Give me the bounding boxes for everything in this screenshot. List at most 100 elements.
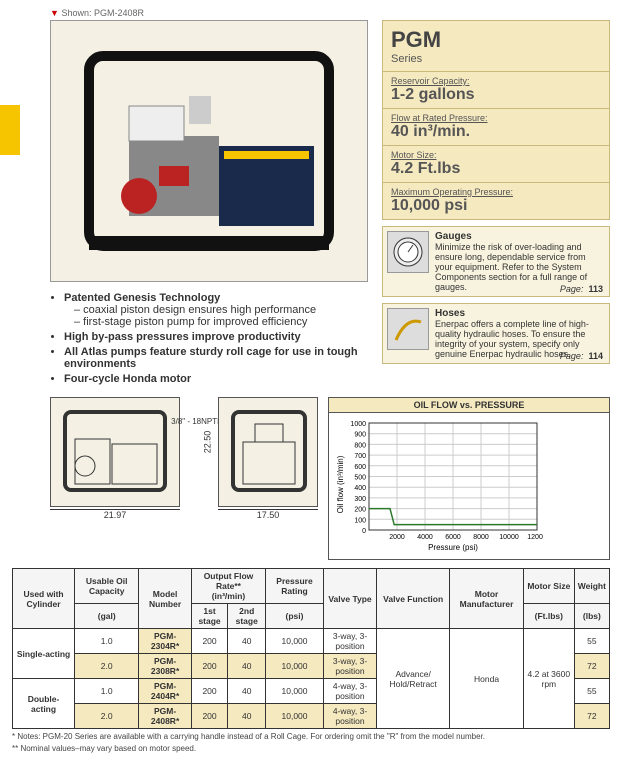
svg-text:4000: 4000: [417, 534, 433, 541]
cell-oil: 1.0: [75, 629, 139, 654]
cell-s1: 200: [191, 704, 227, 729]
cell-valve: 4-way, 3-position: [323, 679, 376, 704]
spec-box: Reservoir Capacity:1-2 gallons: [382, 72, 610, 109]
dim-front-icon: [57, 404, 175, 502]
th-motor-mfr: Motor Manufacturer: [450, 569, 524, 629]
th-weight: Weight: [574, 569, 609, 604]
cell-valve: 3-way, 3-position: [323, 629, 376, 654]
series-title: PGM: [391, 27, 601, 53]
th-motor-size: Motor Size: [523, 569, 574, 604]
pump-illustration: [69, 36, 349, 266]
svg-text:800: 800: [354, 442, 366, 449]
th-used: Used with Cylinder: [13, 569, 75, 629]
info-box: HosesEnerpac offers a complete line of h…: [382, 303, 610, 364]
cell-pressure: 10,000: [266, 629, 324, 654]
cell-valve: 3-way, 3-position: [323, 654, 376, 679]
svg-text:12000: 12000: [527, 534, 543, 541]
th-flow: Output Flow Rate**(in³/min): [191, 569, 265, 604]
th-stage1: 1st stage: [191, 604, 227, 629]
info-title: Gauges: [435, 231, 605, 242]
chart-title: OIL FLOW vs. PRESSURE: [328, 397, 610, 413]
cell-motor-mfr: Honda: [450, 629, 524, 729]
spec-value: 10,000 psi: [391, 197, 601, 215]
cell-s2: 40: [228, 629, 266, 654]
cell-used: Single-acting: [13, 629, 75, 679]
cell-s1: 200: [191, 679, 227, 704]
spec-label: Motor Size:: [391, 150, 601, 160]
spec-table: Used with Cylinder Usable Oil Capacity M…: [12, 568, 610, 729]
bullet-item: Four-cycle Honda motor: [64, 373, 372, 385]
th-valve: Valve Type: [323, 569, 376, 629]
bullet-item: Patented Genesis Technology – coaxial pi…: [64, 292, 372, 328]
th-oil-unit: (gal): [75, 604, 139, 629]
cell-pressure: 10,000: [266, 679, 324, 704]
svg-text:200: 200: [354, 507, 366, 514]
th-weight-unit: (lbs): [574, 604, 609, 629]
cell-motor-size: 4.2 at 3600 rpm: [523, 629, 574, 729]
spec-box: Maximum Operating Pressure:10,000 psi: [382, 183, 610, 220]
spec-value: 1-2 gallons: [391, 86, 601, 104]
info-box: GaugesMinimize the risk of over-loading …: [382, 226, 610, 297]
info-thumb: [387, 231, 429, 273]
dim-width-2: 17.50: [218, 509, 318, 520]
caption-text: Shown: PGM-2408R: [61, 8, 144, 18]
th-oil: Usable Oil Capacity: [75, 569, 139, 604]
gauge-icon: [391, 235, 425, 269]
cell-s1: 200: [191, 654, 227, 679]
cell-pressure: 10,000: [266, 654, 324, 679]
bullet-item: All Atlas pumps feature sturdy roll cage…: [64, 346, 372, 370]
svg-text:700: 700: [354, 453, 366, 460]
svg-text:900: 900: [354, 432, 366, 439]
th-pressure: Pressure Rating: [266, 569, 324, 604]
table-row: Single-acting1.0PGM-2304R*2004010,0003-w…: [13, 629, 610, 654]
cell-used: Double-acting: [13, 679, 75, 729]
svg-text:8000: 8000: [473, 534, 489, 541]
side-tab: [0, 105, 20, 155]
dim-height: 22.50: [202, 431, 212, 454]
cell-weight: 72: [574, 654, 609, 679]
svg-text:10000: 10000: [499, 534, 519, 541]
cell-model: PGM-2308R*: [139, 654, 191, 679]
bullet-item: High by-pass pressures improve productiv…: [64, 331, 372, 343]
cell-s2: 40: [228, 679, 266, 704]
svg-text:0: 0: [362, 528, 366, 535]
cell-model: PGM-2304R*: [139, 629, 191, 654]
th-stage2: 2nd stage: [228, 604, 266, 629]
product-photo: [50, 20, 368, 282]
page-ref: Page: 114: [560, 351, 603, 361]
bullet-sub: – coaxial piston design ensures high per…: [74, 304, 372, 316]
cell-weight: 72: [574, 704, 609, 729]
footnote: ** Nominal values–may vary based on moto…: [12, 744, 610, 753]
svg-text:600: 600: [354, 464, 366, 471]
spec-box: Motor Size:4.2 Ft.lbs: [382, 146, 610, 183]
feature-bullets: Patented Genesis Technology – coaxial pi…: [50, 292, 372, 385]
cell-s2: 40: [228, 654, 266, 679]
spec-value: 4.2 Ft.lbs: [391, 160, 601, 178]
dim-side-icon: [225, 404, 313, 502]
series-sub: Series: [391, 53, 601, 65]
cell-model: PGM-2404R*: [139, 679, 191, 704]
spec-label: Maximum Operating Pressure:: [391, 187, 601, 197]
svg-text:1000: 1000: [350, 421, 366, 428]
svg-text:100: 100: [354, 517, 366, 524]
dim-width-1: 21.97: [50, 509, 180, 520]
photo-caption: ▼ Shown: PGM-2408R: [50, 8, 610, 18]
cell-valve: 4-way, 3-position: [323, 704, 376, 729]
cell-s1: 200: [191, 629, 227, 654]
spec-box: Flow at Rated Pressure:40 in³/min.: [382, 109, 610, 146]
caption-arrow-icon: ▼: [50, 8, 59, 18]
spec-label: Flow at Rated Pressure:: [391, 113, 601, 123]
th-pressure-unit: (psi): [266, 604, 324, 629]
svg-text:300: 300: [354, 496, 366, 503]
cell-oil: 1.0: [75, 679, 139, 704]
cell-pressure: 10,000: [266, 704, 324, 729]
th-vfunc: Valve Function: [377, 569, 450, 629]
flow-pressure-chart: 0100200300400500600700800900100020004000…: [328, 413, 610, 560]
cell-weight: 55: [574, 679, 609, 704]
cell-oil: 2.0: [75, 704, 139, 729]
svg-text:Oil flow (in³/min): Oil flow (in³/min): [336, 455, 345, 513]
cell-model: PGM-2408R*: [139, 704, 191, 729]
svg-text:400: 400: [354, 485, 366, 492]
bullet-sub: – first-stage piston pump for improved e…: [74, 316, 372, 328]
th-model: Model Number: [139, 569, 191, 629]
